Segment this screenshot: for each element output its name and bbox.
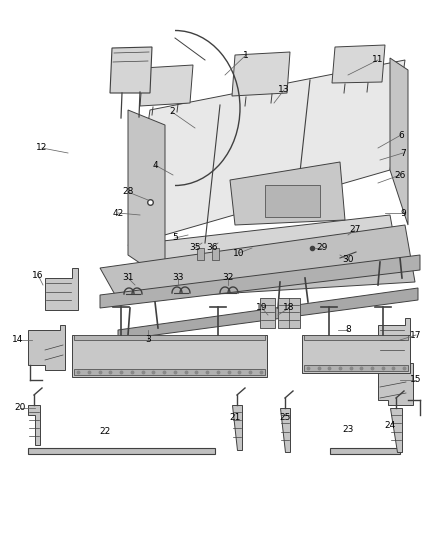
Text: 16: 16 (32, 271, 44, 279)
Polygon shape (304, 335, 408, 340)
Text: 25: 25 (279, 414, 291, 423)
Polygon shape (378, 318, 410, 360)
Polygon shape (130, 60, 405, 245)
Text: 14: 14 (12, 335, 24, 344)
Bar (212, 248, 219, 260)
Polygon shape (330, 448, 400, 454)
Text: 1: 1 (243, 51, 249, 60)
Polygon shape (28, 448, 215, 454)
Polygon shape (280, 408, 290, 452)
Text: 8: 8 (345, 326, 351, 335)
Text: 9: 9 (400, 208, 406, 217)
Text: 22: 22 (99, 427, 111, 437)
Polygon shape (390, 408, 402, 452)
Polygon shape (302, 335, 410, 373)
Polygon shape (304, 365, 408, 371)
Text: 15: 15 (410, 376, 422, 384)
Text: 26: 26 (394, 171, 406, 180)
Text: 28: 28 (122, 188, 134, 197)
Polygon shape (128, 215, 400, 270)
Text: 11: 11 (372, 55, 384, 64)
Text: 6: 6 (398, 131, 404, 140)
Polygon shape (45, 268, 78, 310)
Text: 4: 4 (152, 160, 158, 169)
Polygon shape (232, 52, 290, 96)
Text: 20: 20 (14, 403, 26, 413)
Bar (265, 185, 320, 217)
Text: 7: 7 (400, 149, 406, 157)
Text: 31: 31 (122, 273, 134, 282)
Text: 10: 10 (233, 248, 245, 257)
Text: 42: 42 (113, 208, 124, 217)
Bar (197, 248, 204, 260)
Polygon shape (110, 47, 152, 93)
Polygon shape (72, 335, 267, 377)
Polygon shape (74, 335, 265, 340)
Text: 36: 36 (206, 244, 218, 253)
Polygon shape (74, 369, 265, 375)
Polygon shape (260, 298, 275, 328)
Text: 17: 17 (410, 330, 422, 340)
Polygon shape (118, 288, 418, 340)
Text: 32: 32 (223, 273, 234, 282)
Polygon shape (378, 363, 413, 405)
Text: 12: 12 (36, 143, 48, 152)
Text: 27: 27 (350, 225, 360, 235)
Text: 30: 30 (342, 255, 354, 264)
Polygon shape (232, 405, 242, 450)
Polygon shape (128, 110, 165, 280)
Text: 18: 18 (283, 303, 295, 312)
Polygon shape (278, 298, 300, 328)
Text: 29: 29 (316, 244, 328, 253)
Polygon shape (28, 325, 65, 370)
Text: 3: 3 (145, 335, 151, 344)
Text: 2: 2 (169, 108, 175, 117)
Polygon shape (140, 65, 193, 106)
Text: 5: 5 (172, 233, 178, 243)
Polygon shape (100, 255, 420, 308)
Polygon shape (332, 45, 385, 83)
Text: 24: 24 (385, 421, 396, 430)
Polygon shape (28, 405, 40, 445)
Text: 13: 13 (278, 85, 290, 94)
Polygon shape (100, 225, 415, 300)
Text: 21: 21 (230, 414, 241, 423)
Text: 19: 19 (256, 303, 268, 312)
Text: 35: 35 (189, 244, 201, 253)
Text: 33: 33 (172, 273, 184, 282)
Text: 23: 23 (343, 425, 354, 434)
Polygon shape (230, 162, 345, 225)
Polygon shape (390, 58, 408, 225)
